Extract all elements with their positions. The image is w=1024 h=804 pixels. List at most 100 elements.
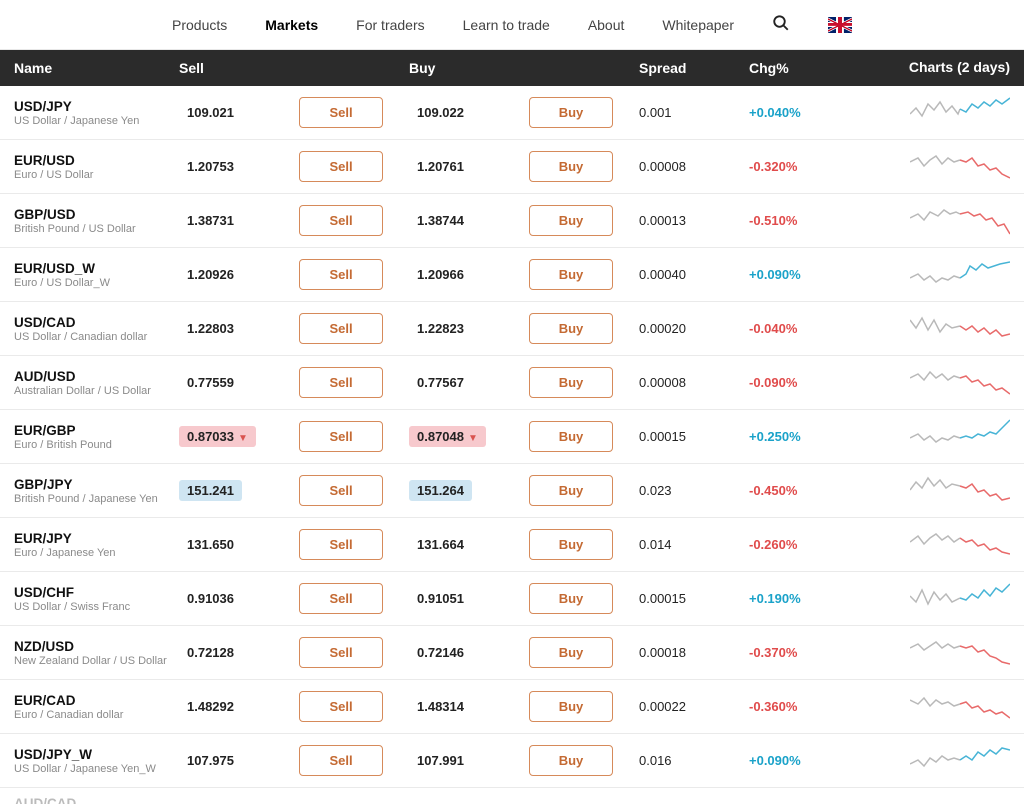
th-spread: Spread — [639, 60, 749, 76]
buy-button[interactable]: Buy — [529, 691, 613, 722]
chg-value: -0.040% — [749, 321, 797, 336]
sell-button[interactable]: Sell — [299, 421, 383, 452]
sell-button[interactable]: Sell — [299, 367, 383, 398]
pair-symbol: EUR/JPY — [14, 531, 179, 546]
sell-price: 0.77559 — [179, 372, 242, 393]
sell-price: 131.650 — [179, 534, 242, 555]
chg-value: -0.320% — [749, 159, 797, 174]
spread-value: 0.014 — [639, 537, 672, 552]
search-icon[interactable] — [772, 14, 790, 35]
sell-button[interactable]: Sell — [299, 205, 383, 236]
sparkline-chart — [910, 148, 1010, 182]
pair-desc: British Pound / US Dollar — [14, 223, 179, 235]
top-nav: Products Markets For traders Learn to trade… — [0, 0, 1024, 50]
buy-button[interactable]: Buy — [529, 313, 613, 344]
sell-button[interactable]: Sell — [299, 583, 383, 614]
sell-button[interactable]: Sell — [299, 529, 383, 560]
sell-price: 151.241 — [179, 480, 242, 501]
pair-symbol: USD/CAD — [14, 315, 179, 330]
buy-price: 0.72146 — [409, 642, 472, 663]
spread-value: 0.00015 — [639, 591, 686, 606]
sparkline-chart — [910, 580, 1010, 614]
spread-value: 0.00008 — [639, 159, 686, 174]
locale-flag-gb[interactable] — [828, 17, 852, 33]
chg-value: +0.040% — [749, 105, 801, 120]
buy-price: 109.022 — [409, 102, 472, 123]
nav-learn-to-trade[interactable]: Learn to trade — [463, 17, 550, 33]
sell-button[interactable]: Sell — [299, 259, 383, 290]
buy-button[interactable]: Buy — [529, 475, 613, 506]
spread-value: 0.00020 — [639, 321, 686, 336]
nav-whitepaper[interactable]: Whitepaper — [662, 17, 734, 33]
sell-button[interactable]: Sell — [299, 691, 383, 722]
pair-desc: Euro / British Pound — [14, 439, 179, 451]
chg-value: +0.090% — [749, 753, 801, 768]
pair-symbol: EUR/GBP — [14, 423, 179, 438]
buy-button[interactable]: Buy — [529, 367, 613, 398]
table-row: EUR/USDEuro / US Dollar1.20753Sell1.2076… — [0, 140, 1024, 194]
table-row: EUR/CADEuro / Canadian dollar1.48292Sell… — [0, 680, 1024, 734]
spread-value: 0.00013 — [639, 213, 686, 228]
buy-button[interactable]: Buy — [529, 259, 613, 290]
buy-price: 131.664 — [409, 534, 472, 555]
chg-value: -0.090% — [749, 375, 797, 390]
table-row: AUD/USDAustralian Dollar / US Dollar0.77… — [0, 356, 1024, 410]
sparkline-chart — [910, 526, 1010, 560]
sell-button[interactable]: Sell — [299, 475, 383, 506]
sparkline-chart — [910, 256, 1010, 290]
pair-desc: US Dollar / Japanese Yen — [14, 115, 179, 127]
pair-symbol: AUD/USD — [14, 369, 179, 384]
table-row: USD/CADUS Dollar / Canadian dollar1.2280… — [0, 302, 1024, 356]
chg-value: -0.370% — [749, 645, 797, 660]
pair-symbol: EUR/USD_W — [14, 261, 179, 276]
buy-button[interactable]: Buy — [529, 529, 613, 560]
sell-price: 1.48292 — [179, 696, 242, 717]
markets-table: Name Sell Buy Spread Chg% Charts (2 days… — [0, 50, 1024, 804]
spread-value: 0.00008 — [639, 375, 686, 390]
buy-button[interactable]: Buy — [529, 97, 613, 128]
sparkline-chart — [910, 688, 1010, 722]
pair-desc: Euro / Japanese Yen — [14, 547, 179, 559]
spread-value: 0.001 — [639, 105, 672, 120]
pair-symbol: AUD/CAD — [14, 796, 179, 804]
chg-value: +0.190% — [749, 591, 801, 606]
sell-button[interactable]: Sell — [299, 313, 383, 344]
buy-button[interactable]: Buy — [529, 151, 613, 182]
buy-price: 1.20966 — [409, 264, 472, 285]
nav-about[interactable]: About — [588, 17, 625, 33]
sell-button[interactable]: Sell — [299, 745, 383, 776]
sparkline-chart — [910, 202, 1010, 236]
table-row: AUD/CAD — [0, 788, 1024, 804]
sell-button[interactable]: Sell — [299, 637, 383, 668]
buy-button[interactable]: Buy — [529, 745, 613, 776]
sell-button[interactable]: Sell — [299, 151, 383, 182]
sell-price: 107.975 — [179, 750, 242, 771]
buy-button[interactable]: Buy — [529, 421, 613, 452]
table-row: EUR/USD_WEuro / US Dollar_W1.20926Sell1.… — [0, 248, 1024, 302]
table-row: USD/CHFUS Dollar / Swiss Franc0.91036Sel… — [0, 572, 1024, 626]
table-row: GBP/JPYBritish Pound / Japanese Yen151.2… — [0, 464, 1024, 518]
nav-products[interactable]: Products — [172, 17, 227, 33]
buy-price: 1.48314 — [409, 696, 472, 717]
buy-button[interactable]: Buy — [529, 583, 613, 614]
buy-price: 0.87048▼ — [409, 426, 486, 447]
buy-price: 1.20761 — [409, 156, 472, 177]
pair-symbol: GBP/JPY — [14, 477, 179, 492]
chg-value: +0.090% — [749, 267, 801, 282]
table-row: GBP/USDBritish Pound / US Dollar1.38731S… — [0, 194, 1024, 248]
sell-button[interactable]: Sell — [299, 97, 383, 128]
spread-value: 0.016 — [639, 753, 672, 768]
pair-desc: US Dollar / Swiss Franc — [14, 601, 179, 613]
buy-button[interactable]: Buy — [529, 637, 613, 668]
pair-symbol: USD/JPY — [14, 99, 179, 114]
nav-for-traders[interactable]: For traders — [356, 17, 424, 33]
buy-button[interactable]: Buy — [529, 205, 613, 236]
sell-price: 1.20926 — [179, 264, 242, 285]
spread-value: 0.00022 — [639, 699, 686, 714]
sparkline-chart — [910, 742, 1010, 776]
th-buy: Buy — [409, 60, 529, 76]
sell-price: 1.20753 — [179, 156, 242, 177]
nav-markets[interactable]: Markets — [265, 17, 318, 33]
spread-value: 0.00015 — [639, 429, 686, 444]
table-header: Name Sell Buy Spread Chg% Charts (2 days… — [0, 50, 1024, 86]
